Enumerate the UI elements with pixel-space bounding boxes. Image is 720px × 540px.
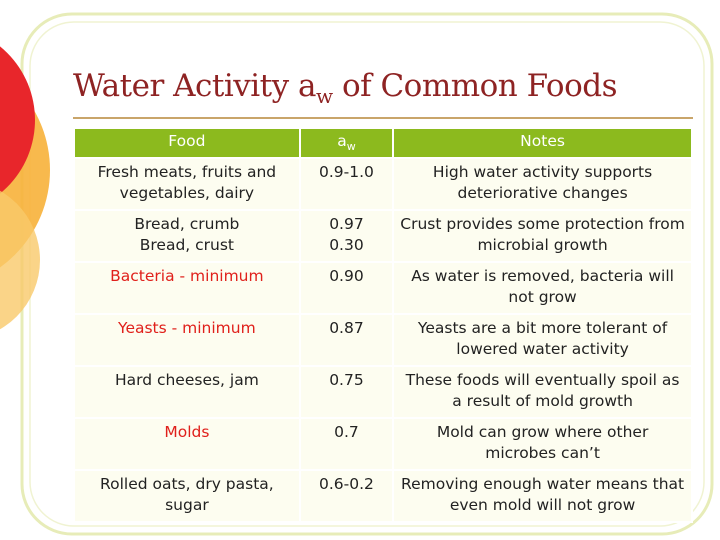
food-text: Molds: [164, 423, 210, 442]
notes-text: These foods will eventually spoil as a r…: [405, 371, 680, 411]
food-text: Yeasts - minimum: [118, 319, 256, 338]
table-row: Rolled oats, dry pasta, sugar 0.6-0.2 Remo…: [73, 469, 693, 524]
table-row: Fresh meats, fruits and vegetables, dair…: [73, 157, 693, 212]
aw-cell: 0.6-0.2: [298, 469, 395, 524]
column-header: Notes: [392, 126, 693, 160]
column-header: aw: [298, 126, 395, 160]
notes-text: Mold can grow where other microbes can’t: [436, 423, 649, 463]
food-cell: Rolled oats, dry pasta, sugar: [73, 469, 301, 524]
light-circle: [0, 190, 40, 330]
food-text: Hard cheeses, jam: [114, 371, 259, 390]
food-line: Bread, crumb: [134, 215, 240, 234]
aw-cell: 0.75: [298, 365, 395, 420]
aw-text: 0.90: [329, 267, 364, 286]
notes-text: Yeasts are a bit more tolerant of lowere…: [417, 319, 668, 359]
notes-cell: As water is removed, bacteria will not g…: [392, 261, 693, 316]
aw-line: 0.30: [329, 236, 364, 255]
header-row: Food aw Notes: [73, 126, 693, 160]
table-row: Bacteria - minimum 0.90 As water is remove…: [73, 261, 693, 316]
title-text: Water Activity a: [73, 68, 316, 104]
notes-cell: Yeasts are a bit more tolerant of lowere…: [392, 313, 693, 368]
food-text: Fresh meats, fruits and vegetables, dair…: [97, 163, 277, 203]
food-cell: Yeasts - minimum: [73, 313, 301, 368]
aw-line: 0.97: [329, 215, 364, 234]
notes-cell: Mold can grow where other microbes can’t: [392, 417, 693, 472]
food-line: Bread, crust: [139, 236, 235, 255]
table: Food aw Notes Fresh meats, fruits and veget…: [73, 126, 693, 524]
food-cell: Bacteria - minimum: [73, 261, 301, 316]
aw-text: 0.87: [329, 319, 364, 338]
notes-cell: Crust provides some protection from micr…: [392, 209, 693, 264]
notes-cell: High water activity supports deteriorati…: [392, 157, 693, 212]
aw-text: 0.9-1.0: [319, 163, 374, 182]
aw-cell: 0.90: [298, 261, 395, 316]
notes-text: As water is removed, bacteria will not g…: [411, 267, 674, 307]
notes-text: Crust provides some protection from micr…: [400, 215, 685, 255]
table-row: Molds 0.7 Mold can grow where other microb…: [73, 417, 693, 472]
food-text: Rolled oats, dry pasta, sugar: [100, 475, 274, 515]
title-subscript: w: [315, 84, 333, 109]
aw-cell: 0.87: [298, 313, 395, 368]
aw-text: 0.6-0.2: [319, 475, 374, 494]
food-cell: Hard cheeses, jam: [73, 365, 301, 420]
header-text: Food: [168, 132, 206, 150]
header-subscript: w: [346, 140, 356, 154]
aw-cell: 0.97 0.30: [298, 209, 395, 264]
aw-cell: 0.7: [298, 417, 395, 472]
header-text: Notes: [520, 132, 565, 150]
title: Water Activity aw of Common Foods: [73, 68, 618, 109]
food-cell: Bread, crumb Bread, crust: [73, 209, 301, 264]
title-rest: of Common Foods: [341, 68, 618, 104]
aw-text: 0.7: [334, 423, 359, 442]
notes-cell: These foods will eventually spoil as a r…: [392, 365, 693, 420]
notes-text: High water activity supports deteriorati…: [432, 163, 653, 203]
notes-text: Removing enough water means that even mo…: [401, 475, 685, 515]
table-row: Bread, crumb Bread, crust 0.97 0.30 Crust pr…: [73, 209, 693, 264]
food-text: Bacteria - minimum: [110, 267, 264, 286]
table-row: Yeasts - minimum 0.87 Yeasts are a bit mor…: [73, 313, 693, 368]
notes-cell: Removing enough water means that even mo…: [392, 469, 693, 524]
header-text: a: [337, 132, 347, 150]
aw-text: 0.75: [329, 371, 364, 390]
food-cell: Fresh meats, fruits and vegetables, dair…: [73, 157, 301, 212]
food-cell: Molds: [73, 417, 301, 472]
aw-cell: 0.9-1.0: [298, 157, 395, 212]
red-circle: [0, 46, 35, 194]
table-row: Hard cheeses, jam 0.75 These foods will ev…: [73, 365, 693, 420]
column-header: Food: [73, 126, 301, 160]
